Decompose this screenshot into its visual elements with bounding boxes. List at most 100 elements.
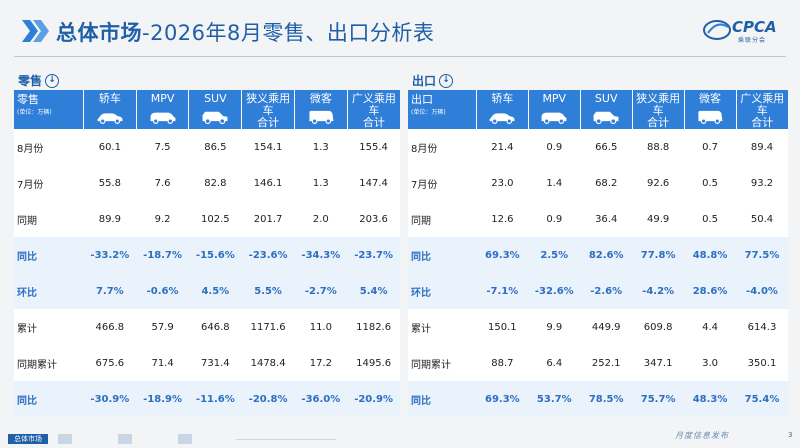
corner-label: 零售 — [17, 93, 39, 106]
table-cell: 731.4 — [201, 357, 230, 369]
table-cell: -34.3% — [294, 237, 348, 273]
row-label: 同比 — [408, 237, 477, 273]
table-cell: 3.0 — [702, 357, 718, 369]
table-cell: 60.1 — [98, 141, 121, 153]
table-row: 7月份 23.0 1.4 68.2 92.6 0.5 93.2 — [408, 165, 788, 201]
table-cell: 48.8% — [684, 237, 736, 273]
table-cell: 7.7% — [83, 273, 137, 309]
row-label: 同比 — [14, 237, 84, 273]
unit-label: (单位：万辆) — [17, 109, 52, 116]
table-cell: 36.4 — [595, 213, 618, 225]
table-row: 累计 466.8 57.9 646.8 1171.6 11.0 1182.6 — [14, 309, 400, 345]
table-cell: 4.5% — [188, 273, 242, 309]
table-cell: -20.8% — [241, 381, 295, 417]
row-label: 同期累计 — [411, 359, 451, 371]
table-cell: 55.8 — [98, 177, 121, 189]
export-table: 出口 (单位：万辆) 轿车 MPV SUV 狭义乘用车 合计 微客 广义乘用车 合计 8月份 21.4… — [408, 90, 788, 417]
table-row: 同比 -30.9% -18.9% -11.6% -20.8% -36.0% -20.9% — [14, 381, 400, 417]
row-label: 累计 — [17, 323, 37, 335]
unit-label: (单位：万辆) — [411, 109, 446, 116]
footer-divider — [236, 439, 336, 440]
table-cell: -36.0% — [294, 381, 348, 417]
table-cell: 0.9 — [546, 213, 563, 225]
column-header-label: SUV — [204, 92, 227, 105]
table-cell: 0.5 — [702, 213, 718, 225]
table-header-row: 出口 (单位：万辆) 轿车 MPV SUV 狭义乘用车 合计 微客 广义乘用车 合计 — [408, 90, 788, 129]
sedan-icon — [489, 113, 515, 124]
table-cell: 646.8 — [201, 321, 230, 333]
footer-tab-overall[interactable]: 总体市场 — [8, 434, 48, 444]
table-row: 同期 89.9 9.2 102.5 201.7 2.0 203.6 — [14, 201, 400, 237]
row-label: 7月份 — [17, 179, 44, 191]
table-cell: -15.6% — [188, 237, 242, 273]
column-header-label: MPV — [542, 92, 567, 105]
table-cell: 92.6 — [646, 177, 670, 189]
table-cell: 1171.6 — [250, 321, 286, 333]
column-header-label-2: 合计 — [751, 116, 774, 129]
row-label: 同期 — [411, 215, 431, 227]
table-cell: 5.5% — [241, 273, 295, 309]
column-header: MPV — [528, 90, 581, 129]
table-cell: 21.4 — [491, 141, 514, 153]
table-cell: 0.9 — [546, 141, 563, 153]
table-row: 同期累计 675.6 71.4 731.4 1478.4 17.2 1495.6 — [14, 345, 400, 381]
table-cell: 69.3% — [476, 381, 529, 417]
table-cell: 146.1 — [253, 177, 283, 189]
table-cell: 82.6% — [580, 237, 633, 273]
column-header: 轿车 — [476, 90, 529, 129]
column-header: MPV — [136, 90, 190, 129]
table-cell: 82.8 — [204, 177, 227, 189]
column-header: 狭义乘用车 合计 — [632, 90, 685, 129]
table-cell: 53.7% — [528, 381, 581, 417]
retail-section-label: 零售 ↓ — [18, 72, 60, 89]
corner-header-cell: 出口 (单位：万辆) — [408, 90, 477, 129]
table-row: 8月份 21.4 0.9 66.5 88.8 0.7 89.4 — [408, 129, 788, 165]
table-cell: 7.6 — [154, 177, 171, 189]
table-cell: 57.9 — [151, 321, 174, 333]
table-cell: 150.1 — [488, 321, 517, 333]
table-cell: 7.5 — [154, 141, 171, 153]
table-cell: 88.8 — [646, 141, 670, 153]
table-cell: -4.2% — [632, 273, 685, 309]
logo-mark-icon — [703, 20, 731, 40]
column-header: 微客 — [294, 90, 348, 129]
table-cell: 1478.4 — [250, 357, 286, 369]
logo-subtitle: 乘联分会 — [738, 37, 767, 44]
page-title: 总体市场-2026年8月零售、出口分析表 — [56, 17, 434, 47]
table-cell: 1.3 — [312, 177, 329, 189]
table-cell: 350.1 — [747, 357, 777, 369]
table-cell: 1495.6 — [356, 357, 392, 369]
arrow-down-circle-icon: ↓ — [439, 73, 454, 88]
table-cell: 0.5 — [702, 177, 718, 189]
table-cell: -33.2% — [83, 237, 137, 273]
table-cell: 154.1 — [253, 141, 283, 153]
table-cell: 23.0 — [491, 177, 514, 189]
footer-tab-4[interactable] — [178, 434, 193, 444]
table-cell: 0.7 — [702, 141, 718, 153]
minivan-icon — [698, 110, 723, 124]
table-cell: 93.2 — [750, 177, 774, 189]
table-cell: 75.4% — [736, 381, 788, 417]
row-label: 环比 — [408, 273, 477, 309]
table-cell: 203.6 — [359, 213, 388, 225]
sedan-icon — [97, 113, 123, 124]
column-header-label-2: 合计 — [362, 116, 385, 129]
footer-tab-2[interactable] — [58, 434, 73, 444]
footer-tab-3[interactable] — [118, 434, 133, 444]
column-header-label: 狭义乘用车 — [246, 92, 291, 117]
column-header-label: SUV — [594, 92, 618, 105]
table-row: 同期 12.6 0.9 36.4 49.9 0.5 50.4 — [408, 201, 788, 237]
row-label: 8月份 — [411, 143, 438, 155]
page-number: 3 — [788, 431, 793, 439]
table-cell: 1.4 — [546, 177, 563, 189]
row-label: 同期累计 — [17, 359, 57, 371]
table-cell: 609.8 — [643, 321, 673, 333]
table-cell: 9.2 — [154, 213, 171, 225]
table-cell: 2.5% — [528, 237, 581, 273]
table-cell: -2.6% — [580, 273, 633, 309]
table-row: 同比 69.3% 2.5% 82.6% 77.8% 48.8% 77.5% — [408, 237, 788, 273]
table-cell: 614.3 — [747, 321, 777, 333]
row-label: 7月份 — [411, 179, 438, 191]
column-header-label: 微客 — [309, 92, 332, 105]
table-cell: 71.4 — [151, 357, 174, 369]
